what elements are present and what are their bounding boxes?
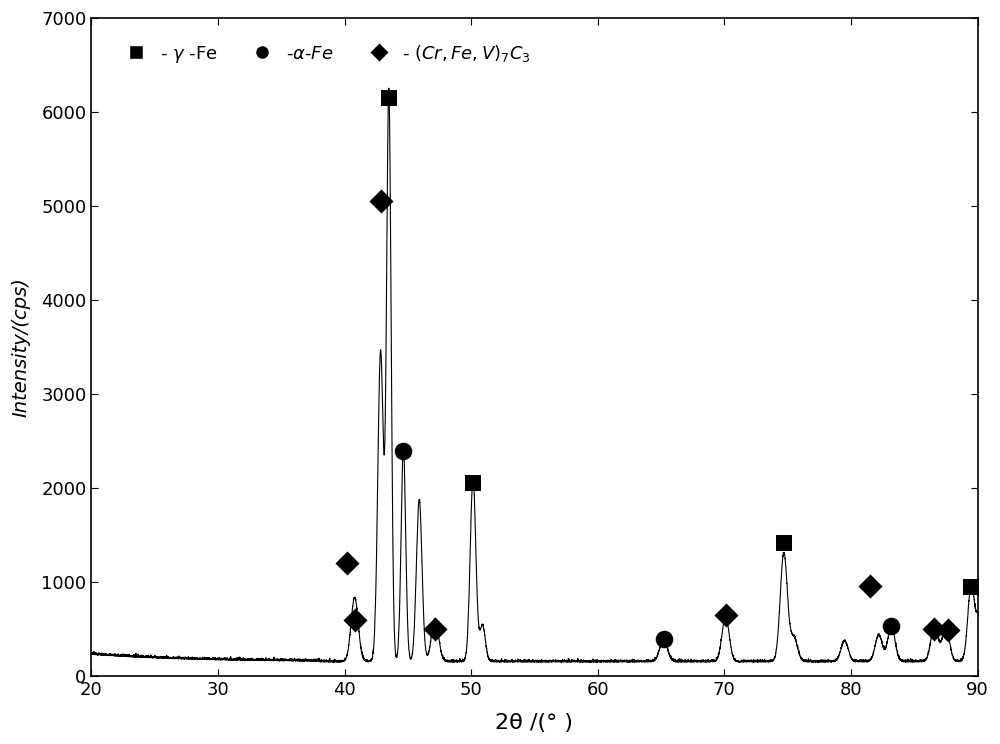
Point xyxy=(427,623,443,635)
Y-axis label: Intensity/(cps): Intensity/(cps) xyxy=(11,278,30,417)
X-axis label: 2θ /(° ): 2θ /(° ) xyxy=(495,713,573,733)
Point xyxy=(381,92,397,104)
Point xyxy=(373,196,389,208)
Point xyxy=(862,580,878,591)
Point xyxy=(656,634,672,646)
Point xyxy=(926,623,942,635)
Point xyxy=(347,614,363,626)
Point xyxy=(963,581,979,593)
Legend: - $\gamma$ -Fe, -$\alpha$-$Fe$, - $(Cr,Fe,V)_7C_3$: - $\gamma$ -Fe, -$\alpha$-$Fe$, - $(Cr,F… xyxy=(109,33,540,74)
Point xyxy=(940,624,956,636)
Point xyxy=(395,445,411,457)
Point xyxy=(465,478,481,490)
Point xyxy=(718,609,734,621)
Point xyxy=(776,536,792,548)
Point xyxy=(339,557,355,569)
Point xyxy=(883,620,899,632)
